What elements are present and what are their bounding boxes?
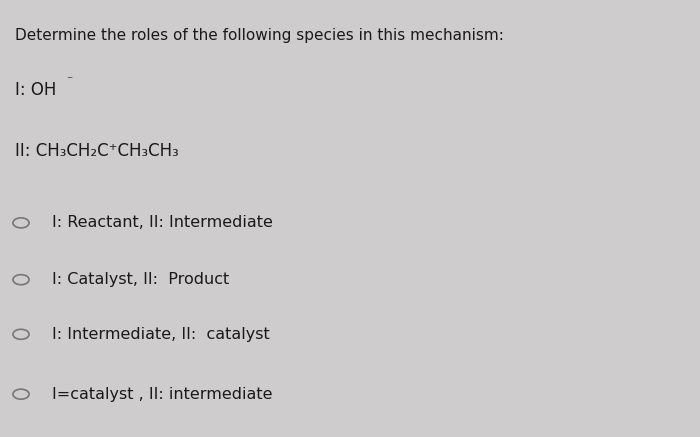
Text: I=catalyst , II: intermediate: I=catalyst , II: intermediate — [52, 387, 273, 402]
Text: I: OH: I: OH — [15, 80, 57, 99]
Text: II: CH₃CH₂C⁺CH₃CH₃: II: CH₃CH₂C⁺CH₃CH₃ — [15, 142, 179, 160]
Text: I: Catalyst, II:  Product: I: Catalyst, II: Product — [52, 272, 230, 287]
Text: I: Reactant, II: Intermediate: I: Reactant, II: Intermediate — [52, 215, 274, 230]
Text: I: Intermediate, II:  catalyst: I: Intermediate, II: catalyst — [52, 327, 270, 342]
Text: ⁻: ⁻ — [66, 74, 72, 87]
Text: Determine the roles of the following species in this mechanism:: Determine the roles of the following spe… — [15, 28, 504, 43]
